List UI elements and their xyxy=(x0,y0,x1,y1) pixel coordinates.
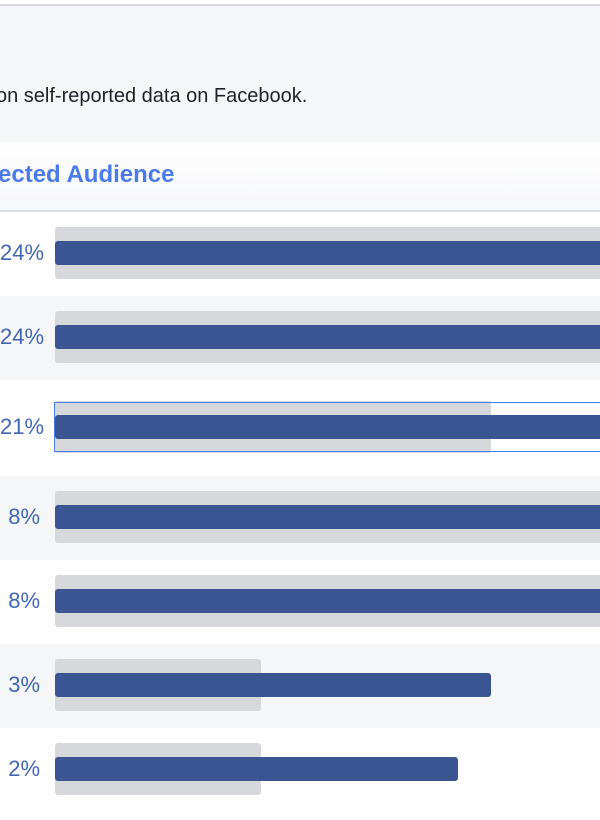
audience-bar[interactable] xyxy=(55,241,600,265)
description: on self-reported data on Facebook. xyxy=(0,85,308,107)
audience-bar[interactable] xyxy=(55,589,600,613)
section-title[interactable]: ected Audience xyxy=(0,161,175,188)
percent-label: 3% xyxy=(8,672,40,697)
info-panel xyxy=(0,4,600,147)
percent-label: 24% xyxy=(0,324,45,349)
percent-label: 8% xyxy=(8,504,40,529)
percent-label: 21% xyxy=(0,414,45,439)
audience-bar[interactable] xyxy=(55,505,600,529)
audience-bar[interactable] xyxy=(55,415,600,439)
percent-label: 24% xyxy=(0,240,45,265)
section-header xyxy=(0,142,600,212)
audience-bar[interactable] xyxy=(55,757,458,781)
audience-bar[interactable] xyxy=(55,325,600,349)
focus-outline xyxy=(54,402,600,452)
percent-label: 8% xyxy=(8,588,40,613)
percent-label: 2% xyxy=(8,756,40,781)
audience-bar[interactable] xyxy=(55,673,491,697)
